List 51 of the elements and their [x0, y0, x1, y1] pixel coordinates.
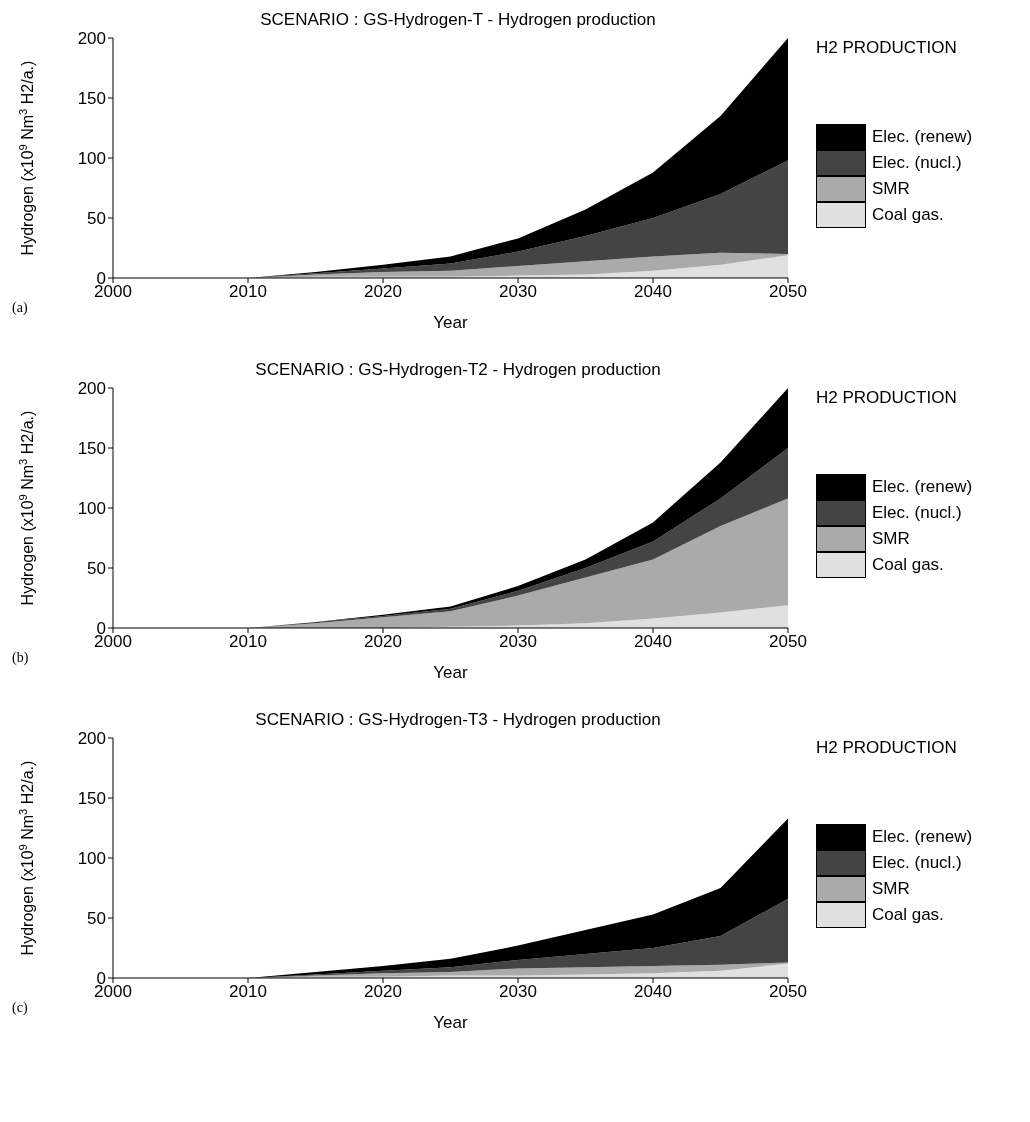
x-tick-label: 2040 — [634, 282, 672, 302]
y-tick-label: 150 — [77, 89, 106, 109]
x-tick-label: 2050 — [769, 282, 807, 302]
x-axis-title: Year — [433, 313, 469, 332]
x-tick-label: 2040 — [634, 632, 672, 652]
chart-title: SCENARIO : GS-Hydrogen-T - Hydrogen production — [259, 10, 657, 30]
legend-label: Elec. (nucl.) — [872, 503, 962, 523]
y-tick-label: 150 — [77, 439, 106, 459]
legend-label: SMR — [872, 179, 910, 199]
x-tick-label: 2040 — [634, 982, 672, 1002]
y-tick-label: 50 — [87, 909, 106, 929]
x-tick-label: 2010 — [229, 982, 267, 1002]
chart-title: SCENARIO : GS-Hydrogen-T3 - Hydrogen production — [254, 710, 662, 730]
x-tick-label: 2010 — [229, 282, 267, 302]
y-tick-label: 200 — [77, 729, 106, 749]
legend-label: Elec. (renew) — [872, 827, 973, 847]
legend-label: Coal gas. — [872, 905, 944, 925]
x-axis-title: Year — [433, 1013, 469, 1032]
y-tick-label: 100 — [77, 499, 106, 519]
text: (b) — [12, 650, 29, 666]
x-tick-label: 2050 — [769, 632, 807, 652]
legend-label: Elec. (nucl.) — [872, 853, 962, 873]
text: (a) — [12, 300, 28, 316]
x-tick-label: 2020 — [364, 982, 402, 1002]
x-tick-label: 2010 — [229, 632, 267, 652]
y-tick-label: 50 — [87, 559, 106, 579]
legend-label: SMR — [872, 529, 910, 549]
x-tick-label: 2030 — [499, 282, 537, 302]
legend-title: H2 PRODUCTION — [816, 738, 958, 758]
x-tick-label: 2030 — [499, 982, 537, 1002]
chart-title: SCENARIO : GS-Hydrogen-T2 - Hydrogen production — [254, 360, 662, 380]
legend-label: Coal gas. — [872, 205, 944, 225]
x-tick-label: 2030 — [499, 632, 537, 652]
y-tick-label: 200 — [77, 29, 106, 49]
x-tick-label: 2020 — [364, 282, 402, 302]
y-tick-label: 150 — [77, 789, 106, 809]
text: (c) — [12, 1000, 28, 1016]
x-axis-title: Year — [433, 663, 469, 682]
y-tick-label: 200 — [77, 379, 106, 399]
legend-label: Elec. (nucl.) — [872, 153, 962, 173]
legend-label: SMR — [872, 879, 910, 899]
y-tick-label: 100 — [77, 849, 106, 869]
y-tick-label: 100 — [77, 149, 106, 169]
legend-label: Coal gas. — [872, 555, 944, 575]
legend-label: Elec. (renew) — [872, 127, 973, 147]
y-tick-label: 50 — [87, 209, 106, 229]
x-tick-label: 2050 — [769, 982, 807, 1002]
legend-title: H2 PRODUCTION — [816, 388, 958, 408]
x-tick-label: 2020 — [364, 632, 402, 652]
legend-label: Elec. (renew) — [872, 477, 973, 497]
legend-title: H2 PRODUCTION — [816, 38, 958, 58]
